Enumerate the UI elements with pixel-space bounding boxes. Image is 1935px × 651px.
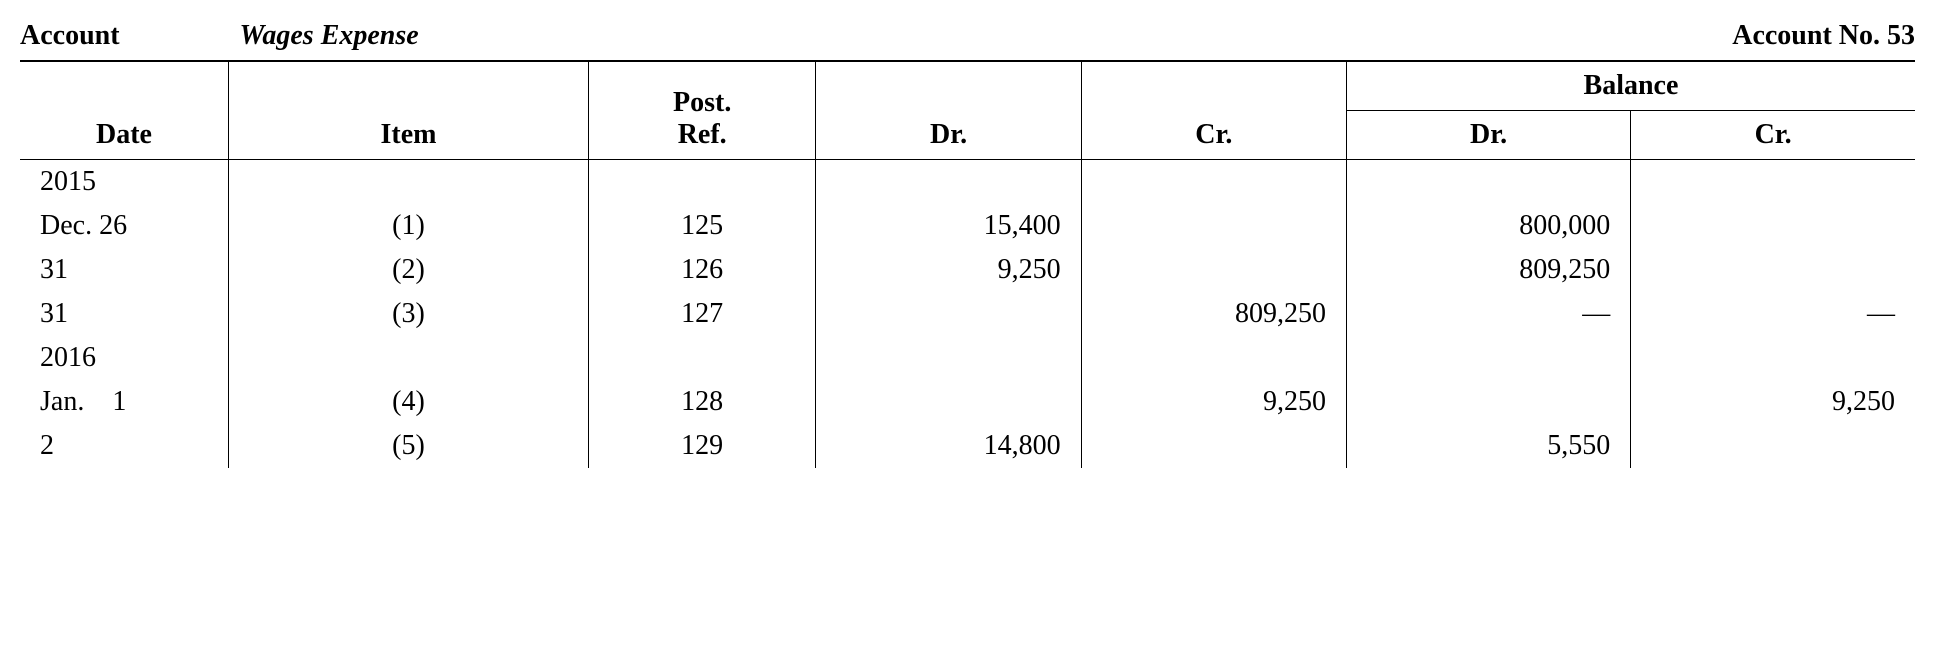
table-row: 31(2)1269,250 809,250: [20, 248, 1915, 292]
cell-balance-dr: [1346, 380, 1630, 424]
cell-balance-cr: [1631, 160, 1915, 205]
ledger-header: Account Wages Expense Account No. 53: [20, 20, 1915, 52]
cell-dr: 15,400: [816, 204, 1081, 248]
cell-balance-dr: [1346, 336, 1630, 380]
cell-post-ref: 127: [588, 292, 815, 336]
col-header-date: Date: [20, 61, 228, 160]
cell-dr: [816, 292, 1081, 336]
table-row: Dec. 26(1)12515,400 800,000: [20, 204, 1915, 248]
cell-post-ref: 126: [588, 248, 815, 292]
cell-item: (2): [228, 248, 588, 292]
col-header-balance-dr: Dr.: [1346, 111, 1630, 160]
cell-date: Dec. 26: [20, 204, 228, 248]
cell-item: [228, 336, 588, 380]
ledger-account: Account Wages Expense Account No. 53 Dat…: [20, 20, 1915, 468]
cell-post-ref: 129: [588, 424, 815, 468]
cell-item: (4): [228, 380, 588, 424]
cell-cr: [1081, 248, 1346, 292]
cell-post-ref: [588, 336, 815, 380]
cell-balance-cr: [1631, 336, 1915, 380]
cell-dr: [816, 380, 1081, 424]
cell-item: (5): [228, 424, 588, 468]
cell-item: (3): [228, 292, 588, 336]
cell-cr: 9,250: [1081, 380, 1346, 424]
cell-dr: 14,800: [816, 424, 1081, 468]
table-row: 2(5)12914,800 5,550: [20, 424, 1915, 468]
cell-date: 2: [20, 424, 228, 468]
cell-date: 2016: [20, 336, 228, 380]
cell-cr: 809,250: [1081, 292, 1346, 336]
cell-cr: [1081, 160, 1346, 205]
cell-balance-dr: 800,000: [1346, 204, 1630, 248]
cell-date: 31: [20, 292, 228, 336]
cell-cr: [1081, 204, 1346, 248]
table-row: Jan. 1(4)128 9,250 9,250: [20, 380, 1915, 424]
cell-post-ref: 125: [588, 204, 815, 248]
year-row: 2016: [20, 336, 1915, 380]
cell-balance-cr: [1631, 424, 1915, 468]
account-label: Account: [20, 20, 120, 52]
cell-balance-dr: —: [1346, 292, 1630, 336]
col-header-balance: Balance: [1346, 61, 1915, 111]
cell-date: 2015: [20, 160, 228, 205]
cell-dr: [816, 336, 1081, 380]
cell-balance-cr: 9,250: [1631, 380, 1915, 424]
col-header-item: Item: [228, 61, 588, 160]
cell-balance-cr: —: [1631, 292, 1915, 336]
cell-balance-dr: 809,250: [1346, 248, 1630, 292]
cell-dr: 9,250: [816, 248, 1081, 292]
cell-cr: [1081, 336, 1346, 380]
cell-balance-cr: [1631, 204, 1915, 248]
account-name: Wages Expense: [240, 20, 1733, 52]
col-header-balance-cr: Cr.: [1631, 111, 1915, 160]
cell-balance-cr: [1631, 248, 1915, 292]
ledger-table: Date Item Post. Ref. Dr. Cr. Balance Dr.…: [20, 60, 1915, 468]
col-header-dr: Dr.: [816, 61, 1081, 160]
account-number: Account No. 53: [1732, 20, 1915, 52]
cell-item: [228, 160, 588, 205]
table-row: 31(3)127809,250——: [20, 292, 1915, 336]
col-header-post-ref: Post. Ref.: [588, 61, 815, 160]
col-header-cr: Cr.: [1081, 61, 1346, 160]
cell-cr: [1081, 424, 1346, 468]
cell-date: Jan. 1: [20, 380, 228, 424]
cell-date: 31: [20, 248, 228, 292]
cell-balance-dr: [1346, 160, 1630, 205]
cell-post-ref: 128: [588, 380, 815, 424]
cell-post-ref: [588, 160, 815, 205]
cell-dr: [816, 160, 1081, 205]
cell-balance-dr: 5,550: [1346, 424, 1630, 468]
year-row: 2015: [20, 160, 1915, 205]
cell-item: (1): [228, 204, 588, 248]
